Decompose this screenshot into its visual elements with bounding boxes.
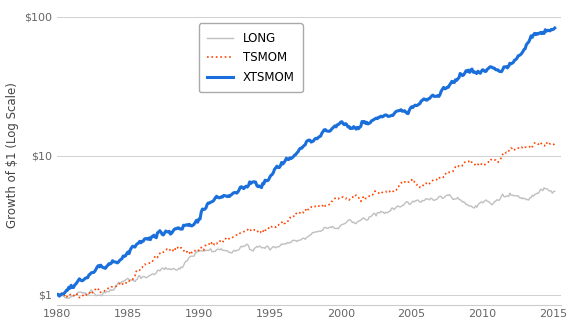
Y-axis label: Growth of $1 (Log Scale): Growth of $1 (Log Scale) (6, 82, 18, 228)
Legend: LONG, TSMOM, XTSMOM: LONG, TSMOM, XTSMOM (199, 23, 302, 92)
